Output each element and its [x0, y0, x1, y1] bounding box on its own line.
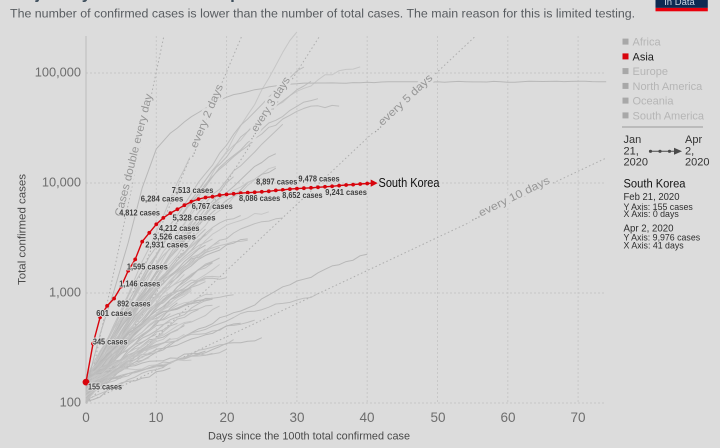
svg-text:8,086 cases: 8,086 cases [239, 193, 280, 203]
svg-text:60: 60 [500, 410, 515, 425]
svg-text:Y Axis: 155 cases: Y Axis: 155 cases [624, 202, 694, 212]
svg-text:30: 30 [289, 410, 304, 425]
svg-text:10,000: 10,000 [42, 175, 81, 190]
svg-text:X Axis: 41 days: X Axis: 41 days [624, 240, 685, 250]
svg-text:2020: 2020 [624, 157, 648, 169]
svg-text:40: 40 [359, 410, 374, 425]
svg-text:21,: 21, [624, 145, 639, 157]
svg-text:345 cases: 345 cases [93, 337, 128, 347]
svg-text:70: 70 [570, 410, 585, 425]
svg-text:Apr 2, 2020: Apr 2, 2020 [624, 223, 674, 235]
svg-text:6,767 cases: 6,767 cases [192, 201, 233, 211]
svg-text:Europe: Europe [633, 66, 668, 78]
svg-text:2,: 2, [685, 145, 694, 157]
svg-text:8,652 cases: 8,652 cases [282, 190, 322, 200]
svg-text:10: 10 [148, 410, 163, 425]
svg-text:50: 50 [430, 410, 445, 425]
svg-text:Y Axis: 9,976 cases: Y Axis: 9,976 cases [624, 232, 701, 242]
svg-text:1,146 cases: 1,146 cases [119, 279, 160, 289]
svg-text:7,513 cases: 7,513 cases [172, 185, 214, 195]
svg-text:South Korea: South Korea [379, 175, 441, 190]
svg-text:4,812 cases: 4,812 cases [119, 208, 160, 218]
svg-text:601 cases: 601 cases [96, 308, 132, 318]
svg-text:0: 0 [82, 410, 90, 425]
svg-text:9,241 cases: 9,241 cases [325, 187, 367, 197]
svg-text:1,595 cases: 1,595 cases [127, 262, 168, 272]
svg-text:South America: South America [633, 110, 705, 122]
svg-text:Total confirmed cases: Total confirmed cases [17, 173, 29, 285]
svg-text:155 cases: 155 cases [88, 382, 122, 392]
svg-text:100,000: 100,000 [35, 65, 81, 80]
svg-text:The number of confirmed cases: The number of confirmed cases is lower t… [10, 7, 635, 21]
svg-text:9,478 cases: 9,478 cases [298, 174, 339, 184]
svg-text:Feb 21, 2020: Feb 21, 2020 [624, 191, 680, 203]
svg-text:Apr: Apr [685, 134, 702, 146]
svg-text:South Korea: South Korea [624, 177, 686, 191]
svg-text:1,000: 1,000 [49, 285, 81, 300]
svg-text:20: 20 [219, 410, 234, 425]
svg-text:Days since the 100th total con: Days since the 100th total confirmed cas… [208, 431, 410, 443]
svg-text:2,931 cases: 2,931 cases [145, 240, 188, 250]
svg-text:4,212 cases: 4,212 cases [159, 223, 200, 233]
svg-text:Oceania: Oceania [633, 96, 675, 108]
svg-text:8,897 cases: 8,897 cases [256, 176, 297, 186]
svg-text:Africa: Africa [633, 37, 662, 49]
svg-text:5,328 cases: 5,328 cases [173, 213, 216, 223]
svg-text:Jan: Jan [624, 134, 642, 146]
svg-text:6,284 cases: 6,284 cases [141, 194, 184, 204]
svg-text:892 cases: 892 cases [117, 298, 150, 308]
svg-text:2020: 2020 [685, 157, 709, 169]
svg-text:3,526 cases: 3,526 cases [153, 231, 196, 241]
svg-text:100: 100 [60, 395, 81, 410]
svg-text:X Axis: 0 days: X Axis: 0 days [624, 209, 680, 219]
svg-text:Asia: Asia [633, 51, 655, 63]
svg-text:North America: North America [633, 81, 704, 93]
svg-text:Trajectory of the COVID-19 pan: Trajectory of the COVID-19 pandemic: tot… [10, 0, 495, 3]
svg-text:In Data: In Data [664, 0, 695, 8]
